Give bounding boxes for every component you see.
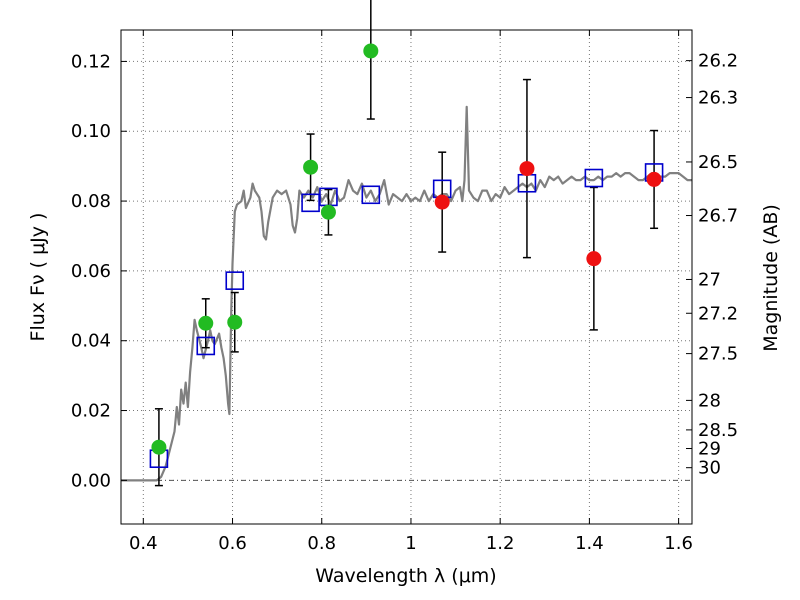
y-axis-label: Flux Fν ( μJy ) — [27, 213, 49, 342]
y-tick-label: 0.08 — [71, 191, 111, 212]
hst-data-point — [363, 43, 379, 59]
model-photometry-square — [196, 336, 216, 356]
ir-data-point — [586, 251, 602, 267]
ir-data-point — [646, 171, 662, 187]
magnitude-tick-label: 28 — [698, 390, 721, 411]
hst-data-point — [303, 159, 319, 175]
magnitude-tick-label: 30 — [698, 458, 721, 479]
magnitude-tick-label: 27.2 — [698, 303, 738, 324]
x-tick-label: 1.2 — [486, 533, 515, 554]
x-tick-label: 1.4 — [575, 533, 604, 554]
hst-data-point — [151, 439, 167, 455]
tick-layer: 0.4 0.6 0.8 1 1.2 1.4 1.6 0.00 0.02 0.04 0.06 0.08 0… — [71, 30, 738, 554]
grid-layer — [121, 30, 692, 524]
model-spectrum-line — [121, 105, 692, 482]
x-tick-label: 0.6 — [218, 533, 247, 554]
magnitude-tick-label: 29 — [698, 439, 721, 460]
magnitude-tick-label: 26.5 — [698, 152, 738, 173]
observed-points-layer — [151, 43, 662, 455]
model-photometry-layer — [149, 163, 664, 469]
ir-data-point — [434, 194, 450, 210]
magnitude-axis-label: Magnitude (AB) — [760, 204, 782, 352]
hst-data-point — [227, 314, 243, 330]
y-tick-label: 0.02 — [71, 401, 111, 422]
ir-data-point — [519, 161, 535, 177]
x-tick-label: 0.8 — [307, 533, 336, 554]
model-photometry-square — [301, 193, 320, 213]
x-tick-label: 1.6 — [664, 533, 693, 554]
x-tick-label: 1 — [405, 533, 416, 554]
y-tick-label: 0.06 — [71, 261, 111, 282]
y-tick-label: 0.12 — [71, 51, 111, 72]
model-photometry-square — [225, 271, 245, 290]
x-tick-label: 0.4 — [129, 533, 158, 554]
y-tick-label: 0.04 — [71, 331, 111, 352]
model-photometry-square — [584, 168, 604, 188]
plot-frame — [120, 29, 693, 525]
x-axis-label: Wavelength λ (μm) — [315, 565, 496, 587]
magnitude-tick-label: 26.2 — [698, 51, 738, 72]
hst-data-point — [198, 315, 214, 331]
hst-data-point — [320, 204, 336, 220]
y-tick-label: 0.00 — [71, 470, 111, 491]
magnitude-tick-label: 26.7 — [698, 206, 738, 227]
model-photometry-square — [361, 185, 381, 205]
magnitude-tick-label: 26.3 — [698, 88, 738, 109]
magnitude-tick-label: 28.5 — [698, 420, 738, 441]
y-tick-label: 0.10 — [71, 121, 111, 142]
magnitude-tick-label: 27.5 — [698, 344, 738, 365]
magnitude-tick-label: 27 — [698, 269, 721, 290]
spectrum-layer — [121, 105, 692, 482]
